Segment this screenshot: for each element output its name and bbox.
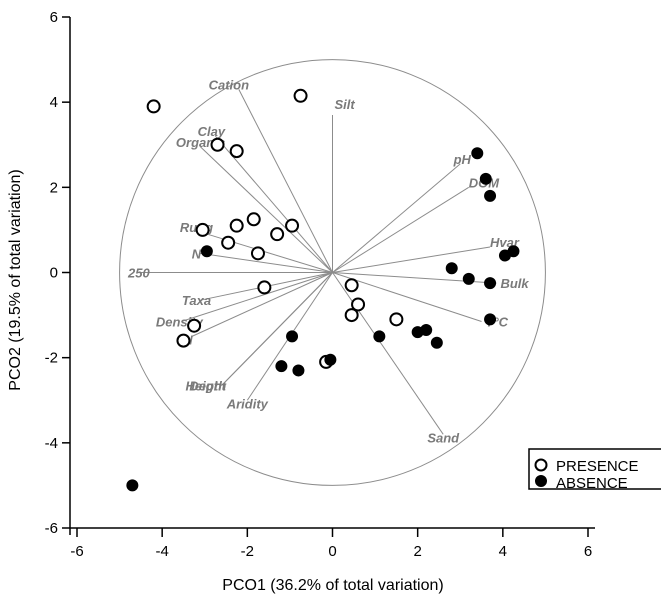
axes: -6 -4 -2 0 2 4 6 -6 -4 -2 0 2 4 6 bbox=[45, 9, 595, 560]
absence-point bbox=[430, 336, 443, 349]
vector-label: Silt bbox=[335, 97, 356, 112]
absence-point bbox=[484, 313, 497, 326]
vector-label: Height bbox=[186, 378, 227, 393]
y-tick-label: 2 bbox=[50, 179, 58, 196]
points-group bbox=[126, 88, 520, 492]
y-tick-label: -4 bbox=[45, 435, 58, 452]
y-axis-title: PCO2 (19.5% of total variation) bbox=[7, 169, 24, 390]
vector-label: Clay bbox=[198, 124, 226, 139]
absence-point bbox=[479, 172, 492, 185]
vector-line bbox=[332, 272, 444, 435]
legend: PRESENCE ABSENCE bbox=[528, 448, 661, 492]
vector-label: Depth bbox=[189, 378, 226, 393]
correlation-circle bbox=[119, 59, 546, 486]
vector-line bbox=[181, 272, 333, 322]
presence-point bbox=[389, 312, 404, 327]
absence-point bbox=[498, 249, 511, 262]
vector-label: Bulk bbox=[500, 276, 529, 291]
absence-point bbox=[420, 323, 433, 336]
absence-point bbox=[286, 330, 299, 343]
vector-line bbox=[200, 146, 333, 273]
vector-line bbox=[332, 186, 470, 273]
vector-line bbox=[191, 272, 333, 337]
y-tick-label: 6 bbox=[50, 9, 58, 26]
x-tick-label: -2 bbox=[241, 543, 254, 560]
presence-point bbox=[210, 137, 225, 152]
y-tick-label: 0 bbox=[50, 265, 58, 282]
x-tick-label: 4 bbox=[499, 543, 507, 560]
vector-label: Cation bbox=[209, 77, 250, 92]
absence-point bbox=[445, 262, 458, 275]
vector-line bbox=[200, 252, 333, 273]
vector-label: Taxa bbox=[182, 293, 211, 308]
vector-label: pH bbox=[453, 152, 472, 167]
absence-point bbox=[126, 479, 139, 492]
presence-point bbox=[229, 218, 244, 233]
vector-label: Sand bbox=[427, 430, 460, 445]
presence-point bbox=[229, 144, 244, 159]
absence-point bbox=[200, 245, 213, 258]
x-tick-label: -6 bbox=[70, 543, 83, 560]
absence-point bbox=[373, 330, 386, 343]
vector-group: CationSiltClayOrganicpHDOMRuggNHvar250Bu… bbox=[127, 77, 529, 445]
presence-point bbox=[344, 308, 359, 323]
y-tick-label: -6 bbox=[45, 520, 58, 537]
vector-label: Aridity bbox=[226, 396, 269, 411]
presence-point bbox=[344, 278, 359, 293]
x-axis-title: PCO1 (36.2% of total variation) bbox=[222, 577, 443, 594]
vector-line bbox=[332, 272, 482, 322]
x-tick-label: 6 bbox=[584, 543, 592, 560]
legend-presence-marker bbox=[534, 458, 548, 472]
x-tick-label: -4 bbox=[155, 543, 168, 560]
vector-line bbox=[221, 272, 333, 386]
presence-point bbox=[221, 235, 236, 250]
vector-line bbox=[215, 135, 333, 273]
legend-presence-label: PRESENCE bbox=[556, 458, 639, 475]
absence-point bbox=[471, 147, 484, 160]
absence-point bbox=[484, 189, 497, 202]
presence-point bbox=[293, 88, 308, 103]
presence-point bbox=[246, 212, 261, 227]
vector-label: 250 bbox=[127, 266, 150, 281]
presence-point bbox=[250, 246, 265, 261]
legend-absence-marker bbox=[535, 475, 547, 487]
presence-point bbox=[285, 218, 300, 233]
legend-box bbox=[528, 448, 661, 490]
absence-point bbox=[275, 360, 288, 373]
vector-line bbox=[332, 246, 491, 273]
vector-line bbox=[332, 163, 461, 273]
legend-absence-label: ABSENCE bbox=[556, 475, 628, 492]
x-tick-label: 0 bbox=[328, 543, 336, 560]
x-tick-label: 2 bbox=[413, 543, 421, 560]
y-tick-label: 4 bbox=[50, 94, 58, 111]
absence-point bbox=[462, 272, 475, 285]
presence-point bbox=[187, 318, 202, 333]
vector-line bbox=[200, 231, 333, 273]
presence-point bbox=[257, 280, 272, 295]
presence-point bbox=[270, 227, 285, 242]
presence-point bbox=[351, 297, 366, 312]
y-tick-label: -2 bbox=[45, 350, 58, 367]
vector-label: N bbox=[192, 246, 202, 261]
absence-point bbox=[292, 364, 305, 377]
absence-point bbox=[324, 353, 337, 366]
presence-point bbox=[146, 99, 161, 114]
vector-line bbox=[238, 89, 333, 273]
presence-point bbox=[176, 333, 191, 348]
absence-point bbox=[484, 277, 497, 290]
presence-point bbox=[195, 222, 210, 237]
